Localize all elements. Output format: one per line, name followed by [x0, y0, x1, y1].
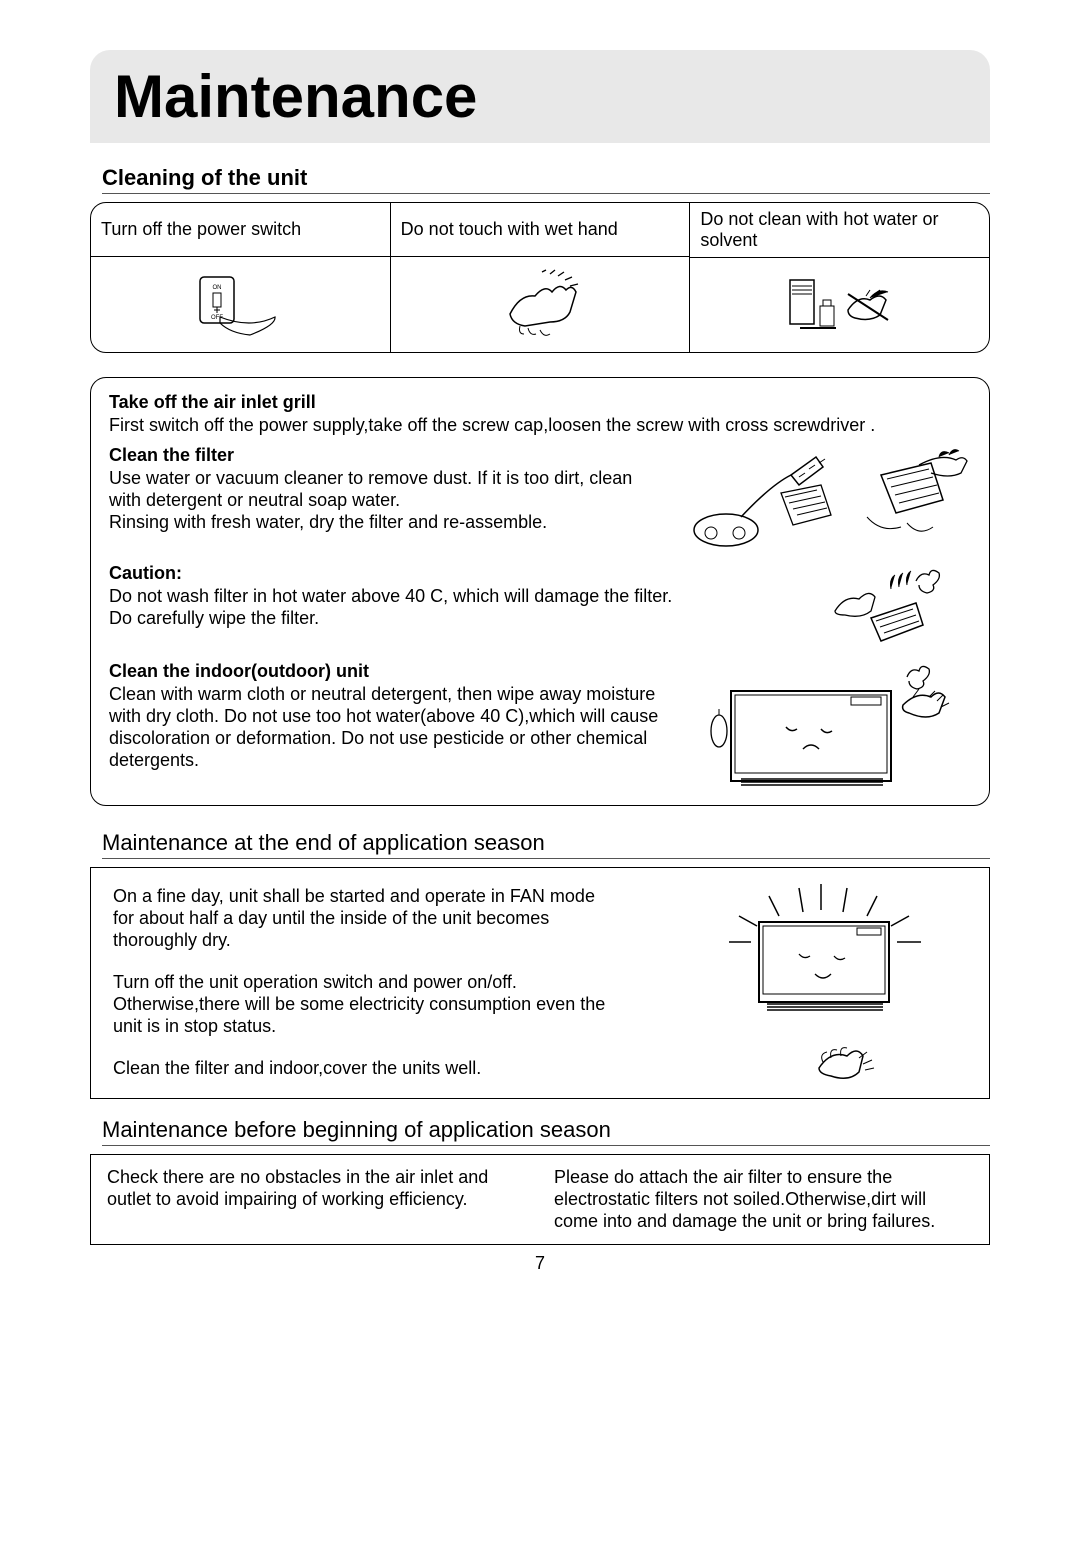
switch-icon: ON OFF — [91, 257, 390, 351]
wipe-hand-icon — [809, 1038, 879, 1093]
sunny-unit-icon — [669, 882, 949, 1032]
begin-right: Please do attach the air filter to ensur… — [554, 1167, 973, 1233]
begin-season-box: Check there are no obstacles in the air … — [90, 1154, 990, 1246]
caution-text1: Do not wash filter in hot water above 40… — [109, 586, 779, 608]
wet-hand-icon — [391, 257, 690, 351]
hot-water-icon — [791, 563, 971, 653]
end-p1: On a fine day, unit shall be started and… — [113, 886, 611, 952]
filter-text1: Use water or vacuum cleaner to remove du… — [109, 468, 669, 512]
caution-heading: Caution: — [109, 563, 779, 584]
filter-text2: Rinsing with fresh water, dry the filter… — [109, 512, 669, 534]
vacuum-wash-icon — [681, 445, 971, 555]
section-begin-heading: Maintenance before beginning of applicat… — [102, 1117, 990, 1146]
clean-unit-text: Clean with warm cloth or neutral deterge… — [109, 684, 669, 772]
solvent-icon — [690, 258, 989, 352]
begin-left: Check there are no obstacles in the air … — [107, 1167, 526, 1233]
page-title: Maintenance — [114, 62, 966, 131]
end-season-box: On a fine day, unit shall be started and… — [90, 867, 990, 1099]
caution-text2: Do carefully wipe the filter. — [109, 608, 779, 630]
page-number: 7 — [90, 1253, 990, 1274]
warning-cell-1: Turn off the power switch ON OFF — [91, 203, 391, 352]
end-p2: Turn off the unit operation switch and p… — [113, 972, 611, 1038]
section-cleaning-heading: Cleaning of the unit — [102, 165, 990, 194]
instructions-box: Take off the air inlet grill First switc… — [90, 377, 990, 806]
svg-text:ON: ON — [213, 285, 222, 291]
warning-label-3: Do not clean with hot water or solvent — [690, 203, 989, 258]
section-end-heading: Maintenance at the end of application se… — [102, 830, 990, 859]
end-p3: Clean the filter and indoor,cover the un… — [113, 1058, 611, 1080]
clean-unit-heading: Clean the indoor(outdoor) unit — [109, 661, 669, 682]
warning-cell-3: Do not clean with hot water or solvent — [690, 203, 989, 352]
grill-text: First switch off the power supply,take o… — [109, 415, 959, 437]
cleaning-warnings-row: Turn off the power switch ON OFF Do not … — [90, 202, 990, 353]
clean-unit-icon — [681, 661, 971, 791]
title-block: Maintenance — [90, 50, 990, 143]
warning-cell-2: Do not touch with wet hand — [391, 203, 691, 352]
warning-label-1: Turn off the power switch — [91, 203, 390, 257]
grill-heading: Take off the air inlet grill — [109, 392, 959, 413]
warning-label-2: Do not touch with wet hand — [391, 203, 690, 257]
filter-heading: Clean the filter — [109, 445, 669, 466]
